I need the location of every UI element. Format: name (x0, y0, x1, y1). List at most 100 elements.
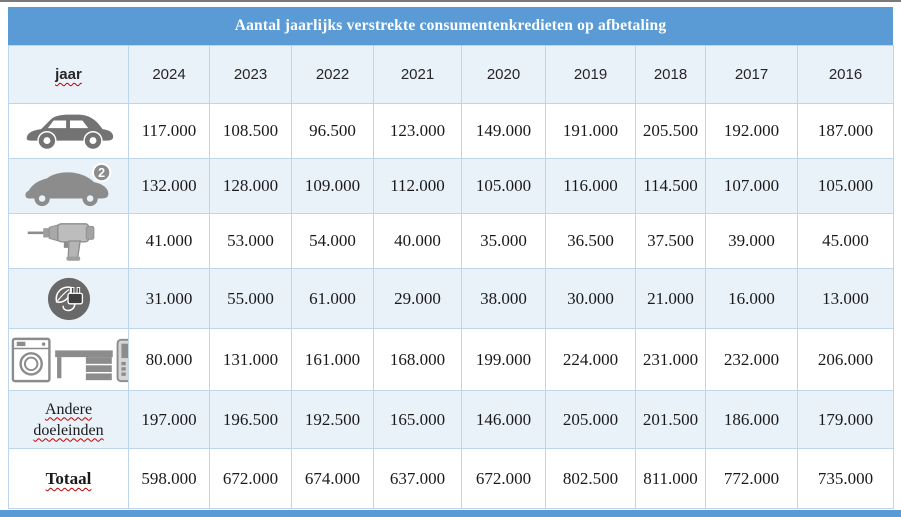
year-header-row: jaar 2024 2023 2022 2021 2020 2019 2018 2017 201… (8, 45, 894, 104)
value-cell: 772.000 (705, 448, 798, 509)
row-label: Andere doeleinden (33, 400, 104, 439)
value-cell: 191.000 (545, 103, 636, 159)
value-cell: 161.000 (291, 328, 374, 391)
value-cell: 109.000 (291, 158, 374, 214)
value-cell: 598.000 (128, 448, 210, 509)
value-cell: 123.000 (373, 103, 462, 159)
row-header-tweedehandswagen: 2 (8, 158, 129, 214)
eco-plug-icon (47, 277, 90, 320)
value-cell: 29.000 (373, 268, 462, 329)
badge-text: 2 (98, 166, 105, 180)
bottom-blue-bar (0, 510, 901, 517)
year-header: 2018 (635, 45, 706, 104)
year-header: 2024 (128, 45, 210, 104)
credit-table: jaar 2024 2023 2022 2021 2020 2019 2018 2017 201… (8, 45, 894, 509)
year-header: 2016 (797, 45, 894, 104)
value-cell: 105.000 (461, 158, 546, 214)
value-cell: 105.000 (797, 158, 894, 214)
drill-icon (27, 223, 94, 261)
year-header: 2017 (705, 45, 798, 104)
value-cell: 55.000 (209, 268, 292, 329)
row-header: Totaal (8, 448, 129, 509)
value-cell: 132.000 (128, 158, 210, 214)
value-cell: 201.500 (635, 390, 706, 449)
table-title: Aantal jaarlijks verstrekte consumentenk… (234, 17, 667, 34)
value-cell: 199.000 (461, 328, 546, 391)
value-cell: 672.000 (461, 448, 546, 509)
value-cell: 196.500 (209, 390, 292, 449)
value-cell: 21.000 (635, 268, 706, 329)
used-car-icon: 2 (24, 162, 111, 207)
value-cell: 224.000 (545, 328, 636, 391)
value-cell: 114.500 (635, 158, 706, 214)
value-cell: 30.000 (545, 268, 636, 329)
value-cell: 41.000 (128, 213, 210, 269)
value-cell: 116.000 (545, 158, 636, 214)
row-header-nieuwe-wagen (8, 103, 129, 159)
value-cell: 38.000 (461, 268, 546, 329)
year-header: 2022 (291, 45, 374, 104)
value-cell: 205.000 (545, 390, 636, 449)
year-header: 2021 (373, 45, 462, 104)
year-header: 2019 (545, 45, 636, 104)
value-cell: 168.000 (373, 328, 462, 391)
table-row: 41.000 53.000 54.000 40.000 35.000 36.500 37.5… (8, 213, 894, 269)
row-header-huishoudtoestellen-en-meubelen (8, 328, 129, 391)
value-cell: 231.000 (635, 328, 706, 391)
value-cell: 165.000 (373, 390, 462, 449)
value-cell: 117.000 (128, 103, 210, 159)
value-cell: 672.000 (209, 448, 292, 509)
value-cell: 232.000 (705, 328, 798, 391)
value-cell: 45.000 (797, 213, 894, 269)
value-cell: 80.000 (128, 328, 210, 391)
value-cell: 735.000 (797, 448, 894, 509)
value-cell: 53.000 (209, 213, 292, 269)
value-cell: 205.500 (635, 103, 706, 159)
value-cell: 674.000 (291, 448, 374, 509)
value-cell: 186.000 (705, 390, 798, 449)
value-cell: 36.500 (545, 213, 636, 269)
row-header-groene-energie (8, 268, 129, 329)
value-cell: 108.500 (209, 103, 292, 159)
value-cell: 37.500 (635, 213, 706, 269)
value-cell: 112.000 (373, 158, 462, 214)
appliances-icon (11, 337, 128, 382)
table-row: 2 132.000 128.000 109.000 112.000 105.000 116… (8, 158, 894, 214)
table-title-bar: Aantal jaarlijks verstrekte consumentenk… (8, 7, 893, 45)
table-row: 117.000 108.500 96.500 123.000 149.000 191.00… (8, 103, 894, 159)
value-cell: 149.000 (461, 103, 546, 159)
value-cell: 637.000 (373, 448, 462, 509)
value-cell: 802.500 (545, 448, 636, 509)
value-cell: 197.000 (128, 390, 210, 449)
top-divider (0, 0, 901, 2)
value-cell: 192.500 (291, 390, 374, 449)
row-header: Andere doeleinden (8, 390, 129, 449)
value-cell: 128.000 (209, 158, 292, 214)
value-cell: 131.000 (209, 328, 292, 391)
value-cell: 107.000 (705, 158, 798, 214)
value-cell: 811.000 (635, 448, 706, 509)
table-row: 80.000 131.000 161.000 168.000 199.000 224.00… (8, 328, 894, 391)
year-column-label-cell: jaar (8, 45, 129, 104)
value-cell: 16.000 (705, 268, 798, 329)
value-cell: 146.000 (461, 390, 546, 449)
value-cell: 31.000 (128, 268, 210, 329)
value-cell: 206.000 (797, 328, 894, 391)
year-column-label: jaar (55, 66, 82, 83)
value-cell: 187.000 (797, 103, 894, 159)
value-cell: 54.000 (291, 213, 374, 269)
year-header: 2020 (461, 45, 546, 104)
value-cell: 13.000 (797, 268, 894, 329)
value-cell: 96.500 (291, 103, 374, 159)
value-cell: 192.000 (705, 103, 798, 159)
year-header: 2023 (209, 45, 292, 104)
row-label: Totaal (45, 468, 92, 488)
table-body: 117.000 108.500 96.500 123.000 149.000 191.00… (8, 103, 894, 509)
row-header-verbouwing (8, 213, 129, 269)
value-cell: 39.000 (705, 213, 798, 269)
table-row: Andere doeleinden 197.000 196.500 192.500 16… (8, 390, 894, 449)
new-car-icon (26, 114, 113, 149)
value-cell: 179.000 (797, 390, 894, 449)
value-cell: 35.000 (461, 213, 546, 269)
